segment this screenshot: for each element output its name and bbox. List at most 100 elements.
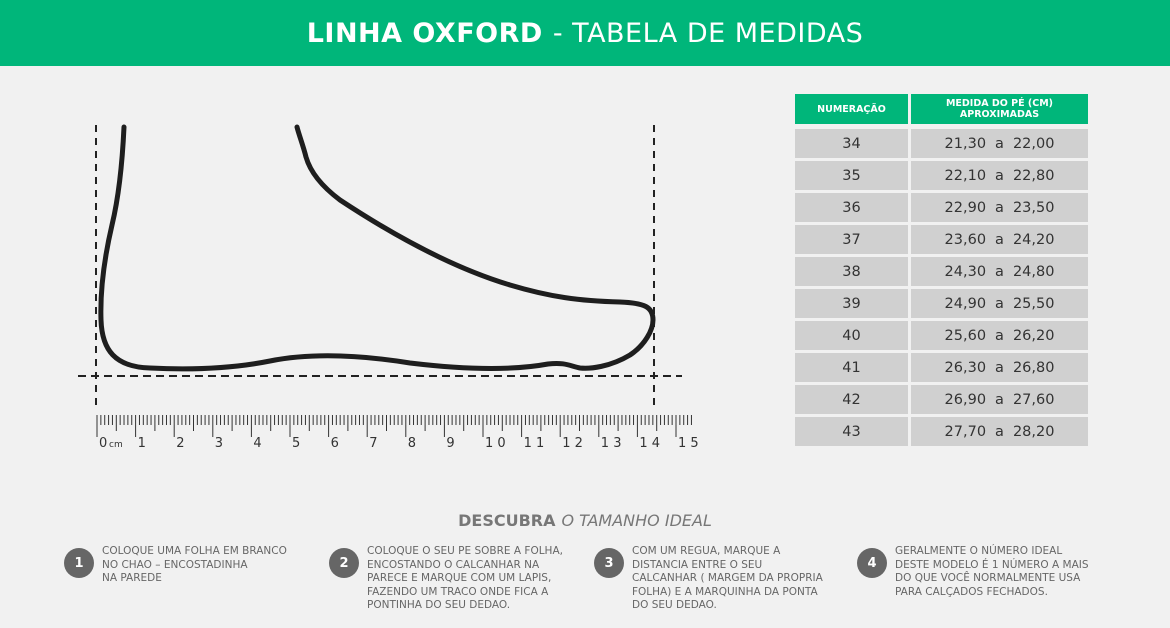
length-to: 28,20: [1012, 423, 1055, 440]
size-row: 43 27,70 a 28,20: [795, 417, 1088, 446]
ruler-label: 1 2: [562, 436, 583, 451]
step-text: GERALMENTE O NÚMERO IDEAL DESTE MODELO É…: [895, 545, 1089, 598]
step-text: COLOQUE UMA FOLHA EM BRANCO NO CHAO – EN…: [102, 545, 287, 584]
length-from: 24,30: [944, 263, 987, 280]
size-number: 37: [795, 225, 908, 254]
size-row: 37 23,60 a 24,20: [795, 225, 1088, 254]
ruler-unit: cm: [109, 440, 123, 450]
length-from: 26,90: [944, 391, 987, 408]
foot-outline: [98, 124, 656, 372]
step-3: 3 COM UM REGUA, MARQUE A DISTANCIA ENTRE…: [594, 545, 847, 613]
step-1: 1 COLOQUE UMA FOLHA EM BRANCO NO CHAO – …: [64, 545, 317, 586]
size-row: 42 26,90 a 27,60: [795, 385, 1088, 414]
size-table-body: 34 21,30 a 22,00 35 22,10 a 22,80 36 22,90 a 23,50 3…: [795, 129, 1088, 446]
subtitle-italic: O TAMANHO IDEAL: [561, 511, 712, 530]
size-number: 42: [795, 385, 908, 414]
size-number: 43: [795, 417, 908, 446]
size-number: 38: [795, 257, 908, 286]
foot-length-range: 27,70 a 28,20: [911, 417, 1088, 446]
range-separator: a: [995, 423, 1004, 440]
header-title-bold: LINHA OXFORD: [306, 17, 543, 49]
length-from: 22,10: [944, 167, 987, 184]
length-from: 24,90: [944, 295, 987, 312]
range-separator: a: [995, 199, 1004, 216]
range-separator: a: [995, 327, 1004, 344]
size-row: 38 24,30 a 24,80: [795, 257, 1088, 286]
ruler-label: 1: [138, 436, 146, 451]
foot-drawing: 0 cm 1 2 3 4 5 6 7 8 9 1 0 1 1 1 2 1 3 1 4 1 5: [78, 124, 699, 451]
length-from: 23,60: [944, 231, 987, 248]
foot-length-range: 22,90 a 23,50: [911, 193, 1088, 222]
range-separator: a: [995, 295, 1004, 312]
range-separator: a: [995, 359, 1004, 376]
step-number-badge: 4: [857, 548, 887, 578]
col-header-medida: MEDIDA DO PÉ (CM) APROXIMADAS: [911, 94, 1088, 124]
step-text: COM UM REGUA, MARQUE A DISTANCIA ENTRE O…: [632, 545, 823, 611]
ruler-label: 2: [176, 436, 184, 451]
range-separator: a: [995, 263, 1004, 280]
step-2: 2 COLOQUE O SEU PE SOBRE A FOLHA, ENCOST…: [329, 545, 582, 613]
length-from: 22,90: [944, 199, 987, 216]
ruler-label: 4: [253, 436, 261, 451]
range-separator: a: [995, 167, 1004, 184]
step-4: 4 GERALMENTE O NÚMERO IDEAL DESTE MODELO…: [857, 545, 1110, 599]
ruler-label: 6: [331, 436, 339, 451]
header-title-rest: - TABELA DE MEDIDAS: [552, 17, 864, 49]
step-text: COLOQUE O SEU PE SOBRE A FOLHA, ENCOSTAN…: [367, 545, 563, 611]
range-separator: a: [995, 231, 1004, 248]
size-row: 41 26,30 a 26,80: [795, 353, 1088, 382]
ruler-label: 0: [99, 436, 107, 451]
ruler-label: 5: [292, 436, 300, 451]
size-row: 40 25,60 a 26,20: [795, 321, 1088, 350]
foot-length-range: 23,60 a 24,20: [911, 225, 1088, 254]
size-row: 36 22,90 a 23,50: [795, 193, 1088, 222]
size-table: NUMERAÇÃO MEDIDA DO PÉ (CM) APROXIMADAS …: [795, 94, 1088, 449]
foot-length-range: 26,90 a 27,60: [911, 385, 1088, 414]
size-table-header: NUMERAÇÃO MEDIDA DO PÉ (CM) APROXIMADAS: [795, 94, 1088, 124]
foot-length-range: 24,30 a 24,80: [911, 257, 1088, 286]
range-separator: a: [995, 391, 1004, 408]
foot-length-range: 21,30 a 22,00: [911, 129, 1088, 158]
ruler-label: 1 5: [678, 436, 699, 451]
length-to: 22,80: [1012, 167, 1055, 184]
size-number: 35: [795, 161, 908, 190]
length-to: 22,00: [1012, 135, 1055, 152]
ruler-label: 7: [369, 436, 377, 451]
ruler-label: 1 1: [524, 436, 545, 451]
length-to: 27,60: [1012, 391, 1055, 408]
length-to: 23,50: [1012, 199, 1055, 216]
length-from: 25,60: [944, 327, 987, 344]
size-row: 35 22,10 a 22,80: [795, 161, 1088, 190]
ruler-label: 3: [215, 436, 223, 451]
length-from: 26,30: [944, 359, 987, 376]
ruler-label: 8: [408, 436, 416, 451]
foot-length-range: 25,60 a 26,20: [911, 321, 1088, 350]
length-to: 25,50: [1012, 295, 1055, 312]
size-number: 34: [795, 129, 908, 158]
ruler-label: 1 4: [639, 436, 660, 451]
foot-measure-illustration: 0 cm 1 2 3 4 5 6 7 8 9 1 0 1 1 1 2 1 3 1 4 1 5: [70, 115, 710, 460]
foot-length-range: 22,10 a 22,80: [911, 161, 1088, 190]
length-to: 24,80: [1012, 263, 1055, 280]
size-number: 40: [795, 321, 908, 350]
foot-length-range: 26,30 a 26,80: [911, 353, 1088, 382]
length-to: 24,20: [1012, 231, 1055, 248]
ruler-label: 1 0: [485, 436, 506, 451]
ruler-label: 9: [446, 436, 454, 451]
ruler-label: 1 3: [601, 436, 622, 451]
step-number-badge: 3: [594, 548, 624, 578]
length-from: 21,30: [944, 135, 987, 152]
range-separator: a: [995, 135, 1004, 152]
size-number: 36: [795, 193, 908, 222]
ruler: 0 cm 1 2 3 4 5 6 7 8 9 1 0 1 1 1 2 1 3 1 4 1 5: [96, 415, 699, 451]
step-number-badge: 1: [64, 548, 94, 578]
step-number-badge: 2: [329, 548, 359, 578]
foot-length-range: 24,90 a 25,50: [911, 289, 1088, 318]
size-number: 39: [795, 289, 908, 318]
section-subtitle: DESCUBRA O TAMANHO IDEAL: [0, 511, 1170, 530]
subtitle-bold: DESCUBRA: [458, 511, 556, 530]
size-row: 39 24,90 a 25,50: [795, 289, 1088, 318]
length-to: 26,80: [1012, 359, 1055, 376]
size-number: 41: [795, 353, 908, 382]
length-to: 26,20: [1012, 327, 1055, 344]
